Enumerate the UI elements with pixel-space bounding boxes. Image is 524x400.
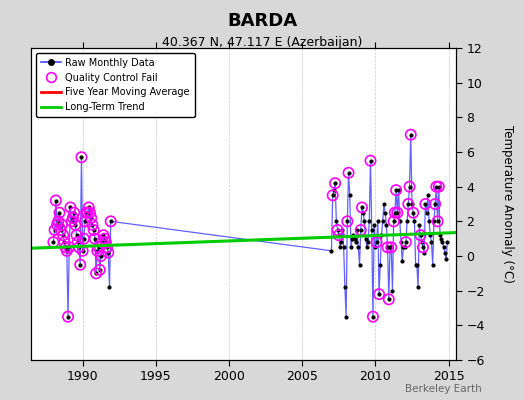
Point xyxy=(104,249,113,256)
Point xyxy=(343,218,352,224)
Point xyxy=(86,210,94,216)
Point xyxy=(68,218,76,224)
Point xyxy=(373,239,381,245)
Point xyxy=(404,201,412,207)
Point xyxy=(64,314,72,320)
Point xyxy=(99,232,107,238)
Point xyxy=(83,210,92,216)
Point xyxy=(88,222,96,228)
Point xyxy=(335,232,343,238)
Point xyxy=(49,239,58,245)
Point xyxy=(93,248,102,254)
Point xyxy=(60,239,69,245)
Point xyxy=(81,218,89,224)
Point xyxy=(402,239,410,245)
Point xyxy=(385,296,393,302)
Point xyxy=(80,236,88,242)
Point xyxy=(75,244,83,250)
Point xyxy=(387,244,396,250)
Point xyxy=(70,210,78,216)
Point xyxy=(391,210,399,216)
Y-axis label: Temperature Anomaly (°C): Temperature Anomaly (°C) xyxy=(501,125,515,283)
Point xyxy=(90,227,98,233)
Point xyxy=(329,192,337,198)
Point xyxy=(61,244,70,250)
Point xyxy=(69,215,77,221)
Point xyxy=(84,204,93,211)
Point xyxy=(59,232,68,238)
Point xyxy=(77,154,85,160)
Point xyxy=(434,184,443,190)
Point xyxy=(333,227,342,233)
Point xyxy=(102,239,110,245)
Point xyxy=(344,170,353,176)
Point xyxy=(91,236,99,242)
Point xyxy=(358,204,366,211)
Point xyxy=(366,158,375,164)
Text: BARDA: BARDA xyxy=(227,12,297,30)
Point xyxy=(56,210,64,216)
Text: Berkeley Earth: Berkeley Earth xyxy=(406,384,482,394)
Point xyxy=(356,227,365,233)
Point xyxy=(103,244,111,250)
Point xyxy=(416,232,424,238)
Legend: Raw Monthly Data, Quality Control Fail, Five Year Moving Average, Long-Term Tren: Raw Monthly Data, Quality Control Fail, … xyxy=(36,53,195,117)
Point xyxy=(54,218,62,224)
Point xyxy=(73,239,82,245)
Point xyxy=(421,201,430,207)
Point xyxy=(94,244,103,250)
Point xyxy=(82,210,91,216)
Point xyxy=(71,222,80,228)
Point xyxy=(106,218,115,224)
Point xyxy=(431,201,439,207)
Point xyxy=(101,236,109,242)
Point xyxy=(331,180,340,186)
Point xyxy=(95,267,104,273)
Point xyxy=(87,215,95,221)
Point xyxy=(407,132,415,138)
Point xyxy=(98,239,106,245)
Point xyxy=(392,187,400,193)
Point xyxy=(369,314,377,320)
Point xyxy=(384,244,392,250)
Text: 40.367 N, 47.117 E (Azerbaijan): 40.367 N, 47.117 E (Azerbaijan) xyxy=(162,36,362,49)
Point xyxy=(419,244,427,250)
Point xyxy=(52,197,60,204)
Point xyxy=(409,210,418,216)
Point xyxy=(79,248,87,254)
Point xyxy=(58,222,66,228)
Point xyxy=(53,222,61,228)
Point xyxy=(433,218,442,224)
Point xyxy=(66,204,74,211)
Point xyxy=(406,184,414,190)
Point xyxy=(50,227,59,233)
Point xyxy=(97,253,105,259)
Point xyxy=(65,244,73,250)
Point xyxy=(57,227,65,233)
Point xyxy=(63,248,71,254)
Point xyxy=(72,232,81,238)
Point xyxy=(432,184,441,190)
Point xyxy=(375,291,383,297)
Point xyxy=(92,270,100,276)
Point xyxy=(389,218,398,224)
Point xyxy=(76,262,84,268)
Point xyxy=(393,210,401,216)
